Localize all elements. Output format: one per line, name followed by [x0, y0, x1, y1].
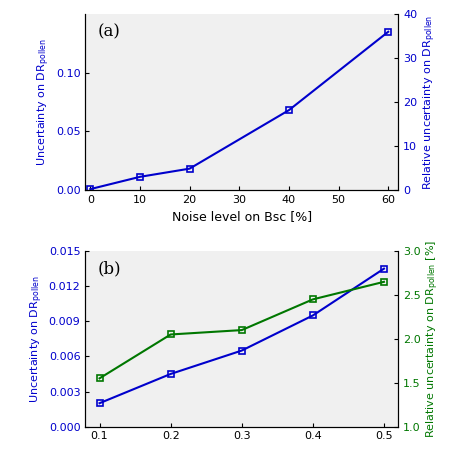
- Text: (b): (b): [98, 260, 121, 277]
- Y-axis label: Uncertainty on DR$_{\mathregular{pollen}}$: Uncertainty on DR$_{\mathregular{pollen}…: [28, 275, 45, 402]
- X-axis label: Noise level on Bsc [%]: Noise level on Bsc [%]: [172, 210, 312, 223]
- Text: (a): (a): [98, 23, 121, 40]
- Y-axis label: Relative uncertainty on DR$_{\mathregular{pollen}}$: Relative uncertainty on DR$_{\mathregula…: [421, 14, 438, 190]
- Y-axis label: Uncertainty on DR$_{\mathregular{pollen}}$: Uncertainty on DR$_{\mathregular{pollen}…: [35, 38, 52, 166]
- Y-axis label: Relative uncertainty on DR$_{\mathregular{pollen}}$ [%]: Relative uncertainty on DR$_{\mathregula…: [425, 240, 441, 438]
